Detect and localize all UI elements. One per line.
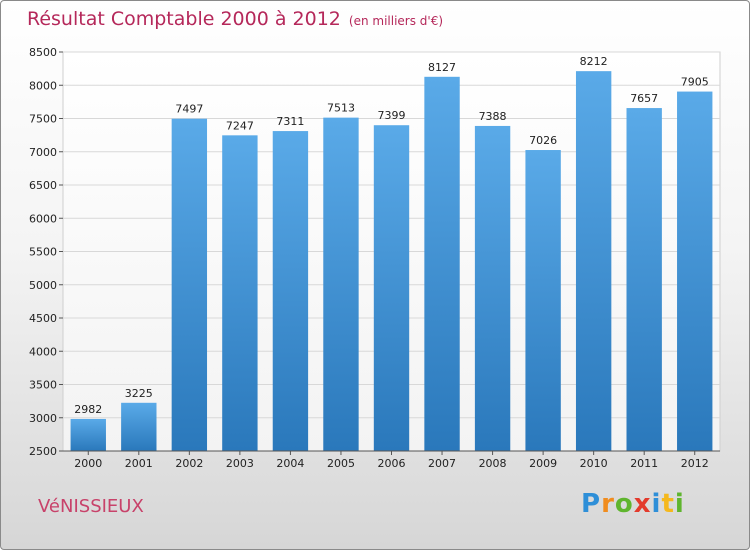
bar-2010: [575, 71, 612, 451]
bar-2001: [121, 402, 157, 451]
data-label: 7497: [175, 103, 203, 116]
y-tick-label: 5500: [29, 246, 57, 259]
data-label: 7399: [378, 109, 406, 122]
bar-2009: [525, 150, 561, 451]
x-tick-label: 2004: [276, 457, 304, 470]
y-tick-label: 7000: [29, 146, 57, 159]
y-tick-label: 4000: [29, 345, 57, 358]
y-tick-label: 5000: [29, 279, 57, 292]
y-tick-label: 6000: [29, 212, 57, 225]
logo-letter: i: [674, 489, 685, 519]
bar-2002: [171, 118, 208, 452]
data-label: 3225: [125, 387, 153, 400]
x-tick-label: 2002: [175, 457, 203, 470]
data-label: 7247: [226, 119, 254, 132]
y-tick-label: 7500: [29, 113, 57, 126]
chart-title: Résultat Comptable 2000 à 2012 (en millie…: [27, 8, 443, 30]
y-tick-label: 8000: [29, 79, 57, 92]
data-label: 7311: [276, 115, 304, 128]
x-tick-label: 2005: [327, 457, 355, 470]
proxiti-logo: Proxiti: [581, 489, 685, 519]
bar-2005: [323, 117, 359, 451]
x-tick-label: 2012: [681, 457, 709, 470]
x-tick-label: 2000: [74, 457, 102, 470]
data-label: 8127: [428, 61, 456, 74]
data-label: 7905: [681, 76, 709, 89]
data-label: 7513: [327, 102, 355, 115]
city-name: VéNISSIEUX: [38, 496, 144, 517]
bar-2007: [424, 76, 460, 451]
bar-2006: [373, 125, 410, 452]
y-tick-label: 6500: [29, 179, 57, 192]
logo-letter: r: [601, 489, 615, 519]
bar-2003: [222, 135, 258, 451]
y-tick-label: 8500: [29, 46, 57, 59]
title-text: Résultat Comptable 2000 à 2012: [27, 8, 341, 30]
data-label: 8212: [580, 55, 608, 68]
logo-letter: P: [581, 489, 602, 519]
y-tick-label: 4500: [29, 312, 57, 325]
y-tick-label: 3500: [29, 379, 57, 392]
x-tick-label: 2001: [125, 457, 153, 470]
logo-letter: t: [661, 489, 675, 519]
chart-subtitle: (en milliers d'€): [348, 14, 444, 28]
bar-2000: [70, 418, 106, 451]
x-tick-label: 2007: [428, 457, 456, 470]
x-tick-label: 2011: [630, 457, 658, 470]
data-label: 7657: [630, 92, 658, 105]
x-tick-label: 2003: [226, 457, 254, 470]
logo-letter: i: [651, 489, 662, 519]
bar-2011: [626, 108, 662, 451]
bar-2008: [474, 125, 511, 451]
x-tick-label: 2006: [378, 457, 406, 470]
data-label: 7388: [479, 110, 507, 123]
bar-2004: [272, 131, 309, 452]
logo-letter: x: [633, 489, 652, 519]
y-tick-label: 3000: [29, 412, 57, 425]
data-label: 7026: [529, 134, 557, 147]
x-tick-label: 2008: [479, 457, 507, 470]
x-tick-label: 2010: [580, 457, 608, 470]
bar-2012: [677, 91, 713, 451]
y-tick-label: 2500: [29, 445, 57, 458]
x-tick-label: 2009: [529, 457, 557, 470]
logo-letter: o: [614, 489, 634, 519]
data-label: 2982: [74, 403, 102, 416]
